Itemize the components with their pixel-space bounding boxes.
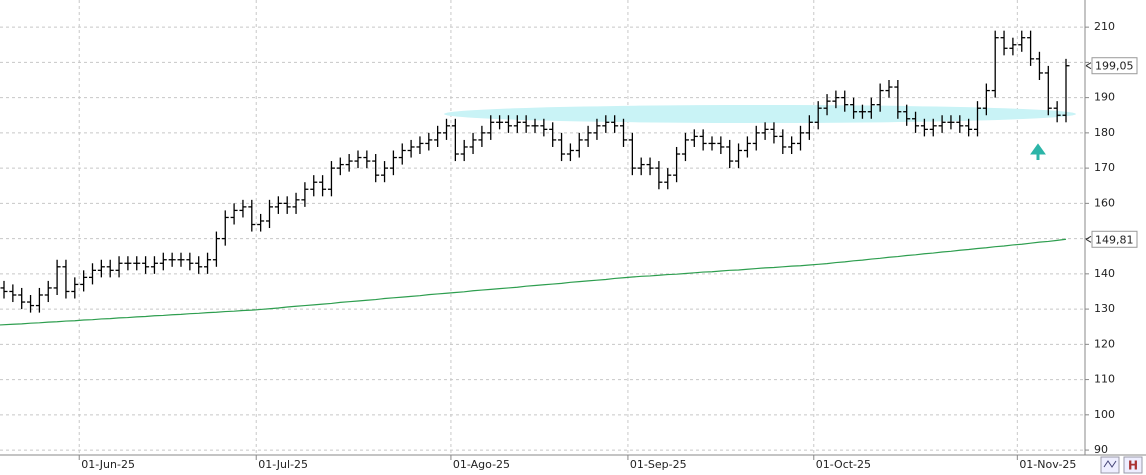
x-tick-label: 01-Sep-25 — [630, 458, 687, 471]
y-tick-label: 110 — [1094, 373, 1115, 386]
toolbar-button[interactable] — [1123, 456, 1143, 474]
y-tick-label: 100 — [1094, 408, 1115, 421]
y-tick-label: 180 — [1094, 126, 1115, 139]
toolbar-icon: H — [1128, 459, 1138, 473]
x-tick-label: 01-Nov-25 — [1019, 458, 1076, 471]
arrow-annotation — [1030, 143, 1046, 160]
price-pointer — [1085, 235, 1092, 243]
y-tick-label: 170 — [1094, 161, 1115, 174]
y-tick-label: 160 — [1094, 196, 1115, 209]
toolbar-button[interactable] — [1100, 456, 1120, 474]
ohlc-series — [0, 30, 1070, 313]
y-tick-label: 140 — [1094, 267, 1115, 280]
moving-average-line — [0, 238, 1067, 326]
x-tick-label: 01-Oct-25 — [816, 458, 871, 471]
price-pointer — [1085, 62, 1092, 70]
y-tick-label: 190 — [1094, 91, 1115, 104]
y-tick-label: 210 — [1094, 20, 1115, 33]
toolbar-icon — [1103, 460, 1117, 468]
price-marker-label: 199,05 — [1095, 60, 1134, 73]
highlight-zone — [444, 105, 1076, 123]
price-marker-label: 149,81 — [1095, 233, 1134, 246]
x-tick-label: 01-Ago-25 — [453, 458, 510, 471]
y-tick-label: 90 — [1094, 443, 1108, 456]
y-tick-label: 120 — [1094, 337, 1115, 350]
price-marker-box — [1091, 230, 1138, 248]
x-tick-label: 01-Jul-25 — [258, 458, 308, 471]
price-marker-box — [1091, 57, 1138, 75]
y-tick-label: 130 — [1094, 302, 1115, 315]
x-tick-label: 01-Jun-25 — [81, 458, 135, 471]
